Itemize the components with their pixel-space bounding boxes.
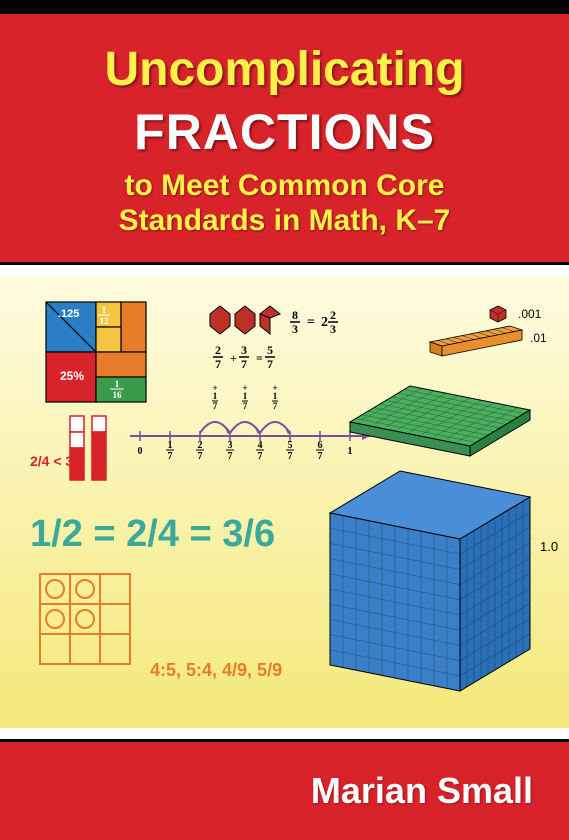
title-block: Uncomplicating FRACTIONS to Meet Common … bbox=[0, 14, 569, 262]
svg-text:1: 1 bbox=[243, 391, 248, 401]
ratio-text: 4:5, 5:4, 4/9, 5/9 bbox=[150, 660, 282, 680]
svg-text:7: 7 bbox=[198, 451, 203, 462]
top-bar bbox=[0, 0, 569, 14]
svg-text:1: 1 bbox=[168, 440, 173, 451]
svg-text:1: 1 bbox=[273, 391, 278, 401]
svg-text:.01: .01 bbox=[530, 331, 547, 345]
svg-text:7: 7 bbox=[213, 401, 218, 411]
svg-text:7: 7 bbox=[273, 401, 278, 411]
svg-text:=: = bbox=[256, 351, 263, 365]
fraction-square-diagram: .125 1 12 25% 1 16 bbox=[46, 302, 146, 402]
svg-text:+: + bbox=[230, 351, 237, 365]
svg-text:7: 7 bbox=[215, 357, 221, 371]
svg-text:.001: .001 bbox=[518, 307, 542, 321]
svg-text:2: 2 bbox=[198, 440, 203, 451]
svg-text:3: 3 bbox=[330, 322, 336, 336]
svg-text:0: 0 bbox=[138, 446, 143, 457]
book-cover: Uncomplicating FRACTIONS to Meet Common … bbox=[0, 0, 569, 840]
svg-text:4: 4 bbox=[258, 440, 263, 451]
svg-text:12: 12 bbox=[100, 316, 110, 326]
equivalent-fractions-equation: 1/2 = 2/4 = 3/6 bbox=[30, 513, 275, 555]
svg-text:7: 7 bbox=[288, 451, 293, 462]
svg-text:7: 7 bbox=[258, 451, 263, 462]
svg-text:8: 8 bbox=[292, 308, 298, 322]
svg-text:1.0: 1.0 bbox=[540, 539, 558, 554]
svg-text:7: 7 bbox=[318, 451, 323, 462]
title-line-2: FRACTIONS bbox=[30, 103, 539, 161]
svg-text:5: 5 bbox=[288, 440, 293, 451]
svg-text:1: 1 bbox=[115, 379, 120, 389]
author-block: Marian Small bbox=[0, 742, 569, 840]
subtitle-line-1: to Meet Common Core bbox=[30, 169, 539, 204]
svg-text:7: 7 bbox=[267, 357, 273, 371]
svg-text:1: 1 bbox=[213, 391, 218, 401]
svg-text:25%: 25% bbox=[60, 369, 84, 383]
svg-text:7: 7 bbox=[228, 451, 233, 462]
illustration-panel: .125 1 12 25% 1 16 8 bbox=[0, 262, 569, 742]
svg-text:5: 5 bbox=[267, 343, 273, 357]
svg-text:2: 2 bbox=[215, 343, 221, 357]
svg-text:2: 2 bbox=[330, 308, 336, 322]
svg-text:7: 7 bbox=[168, 451, 173, 462]
title-line-1: Uncomplicating bbox=[30, 42, 539, 97]
svg-text:=: = bbox=[307, 315, 315, 330]
svg-text:.125: .125 bbox=[58, 308, 79, 320]
svg-text:3: 3 bbox=[228, 440, 233, 451]
svg-text:6: 6 bbox=[318, 440, 323, 451]
svg-text:16: 16 bbox=[113, 390, 123, 400]
svg-text:3: 3 bbox=[241, 343, 247, 357]
svg-text:7: 7 bbox=[243, 401, 248, 411]
svg-text:7: 7 bbox=[241, 357, 247, 371]
svg-text:1: 1 bbox=[102, 305, 107, 315]
svg-text:2: 2 bbox=[321, 315, 328, 330]
svg-text:3: 3 bbox=[292, 322, 298, 336]
svg-text:1: 1 bbox=[348, 446, 353, 457]
illustration-svg: .125 1 12 25% 1 16 8 bbox=[0, 265, 569, 739]
subtitle-line-2: Standards in Math, K–7 bbox=[30, 204, 539, 239]
author-name: Marian Small bbox=[311, 770, 533, 812]
